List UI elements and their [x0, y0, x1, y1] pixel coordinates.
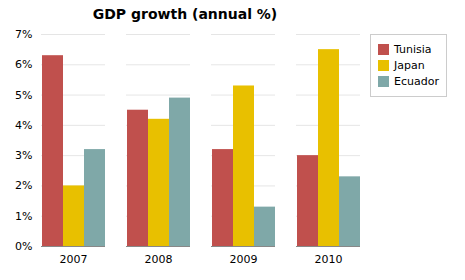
svg-text:3%: 3%	[15, 149, 32, 162]
svg-text:0%: 0%	[15, 240, 32, 253]
svg-text:2010: 2010	[315, 253, 343, 266]
svg-text:7%: 7%	[15, 28, 32, 41]
svg-text:2008: 2008	[145, 253, 173, 266]
svg-text:2009: 2009	[230, 253, 258, 266]
svg-text:4%: 4%	[15, 119, 32, 132]
html-text:Ecuador: Ecuador	[394, 75, 439, 88]
svg-text:2%: 2%	[15, 179, 32, 192]
svg-text:2007: 2007	[60, 253, 88, 266]
svg-text:1%: 1%	[15, 210, 32, 223]
html-text:GDP growth (annual %): GDP growth (annual %)	[92, 6, 278, 22]
svg-text:6%: 6%	[15, 58, 32, 71]
html-text:Tunisia: Tunisia	[394, 43, 432, 56]
html-text:Japan: Japan	[394, 59, 425, 72]
svg-text:5%: 5%	[15, 89, 32, 102]
